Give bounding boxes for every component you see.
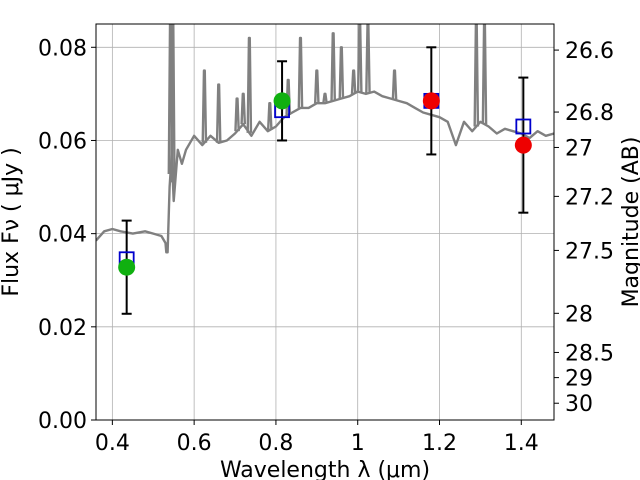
y2-tick-label: 28.5 [565, 341, 614, 366]
y2-tick-label: 26.8 [565, 101, 614, 126]
x-tick-label: 1.2 [422, 431, 457, 456]
y2-tick-label: 29 [565, 367, 593, 392]
emission-line [266, 102, 273, 131]
emission-line [473, 24, 480, 127]
y-tick-label: 0.00 [38, 409, 87, 434]
y-tick-label: 0.06 [38, 129, 87, 154]
observed-point [273, 92, 291, 110]
emission-line [322, 92, 328, 104]
emission-line [356, 24, 363, 93]
emission-line [481, 24, 488, 125]
axes: 0.00 0.02 0.04 0.06 0.08 0.4 0.6 0.8 1 1.2 1.4 26.6… [38, 36, 614, 456]
y-tick-label: 0.04 [38, 223, 87, 248]
y2-tick-label: 27 [565, 136, 593, 161]
emission-line [365, 24, 371, 94]
observed-point [118, 258, 136, 276]
emission-line [240, 92, 247, 125]
observed-point [422, 92, 440, 110]
emission-line [330, 32, 337, 101]
x-tick-label: 0.4 [95, 431, 130, 456]
y2-tick-label: 30 [565, 392, 593, 417]
y2-tick-label: 28 [565, 302, 593, 327]
x-axis-label: Wavelength λ (μm) [220, 458, 430, 480]
emission-line [297, 36, 304, 108]
emission-line [338, 46, 345, 99]
y2-tick-label: 27.2 [565, 185, 614, 210]
plot-frame [95, 23, 555, 421]
emission-line [350, 69, 357, 94]
emission-line [234, 97, 240, 132]
emission-line [215, 83, 222, 143]
emission-line [313, 69, 320, 104]
emission-line [170, 24, 176, 183]
y-tick-label: 0.08 [38, 36, 87, 61]
x-tick-label: 0.8 [258, 431, 293, 456]
emission-line [391, 69, 398, 100]
emission-line [246, 36, 253, 133]
y-axis-label: Flux Fν ( μJy ) [0, 147, 24, 296]
observed-point [514, 136, 532, 154]
y2-tick-label: 27.5 [565, 239, 614, 264]
x-tick-label: 1 [351, 431, 365, 456]
emission-line [201, 69, 208, 143]
y2-axis-label: Magnitude (AB) [619, 137, 640, 308]
y-tick-label: 0.02 [38, 316, 87, 341]
y2-tick-label: 26.6 [565, 39, 614, 64]
spectrum-line [96, 90, 554, 254]
model-point [515, 118, 532, 135]
x-tick-label: 0.6 [177, 431, 212, 456]
x-tick-label: 1.4 [504, 431, 539, 456]
plot-area [96, 24, 554, 315]
